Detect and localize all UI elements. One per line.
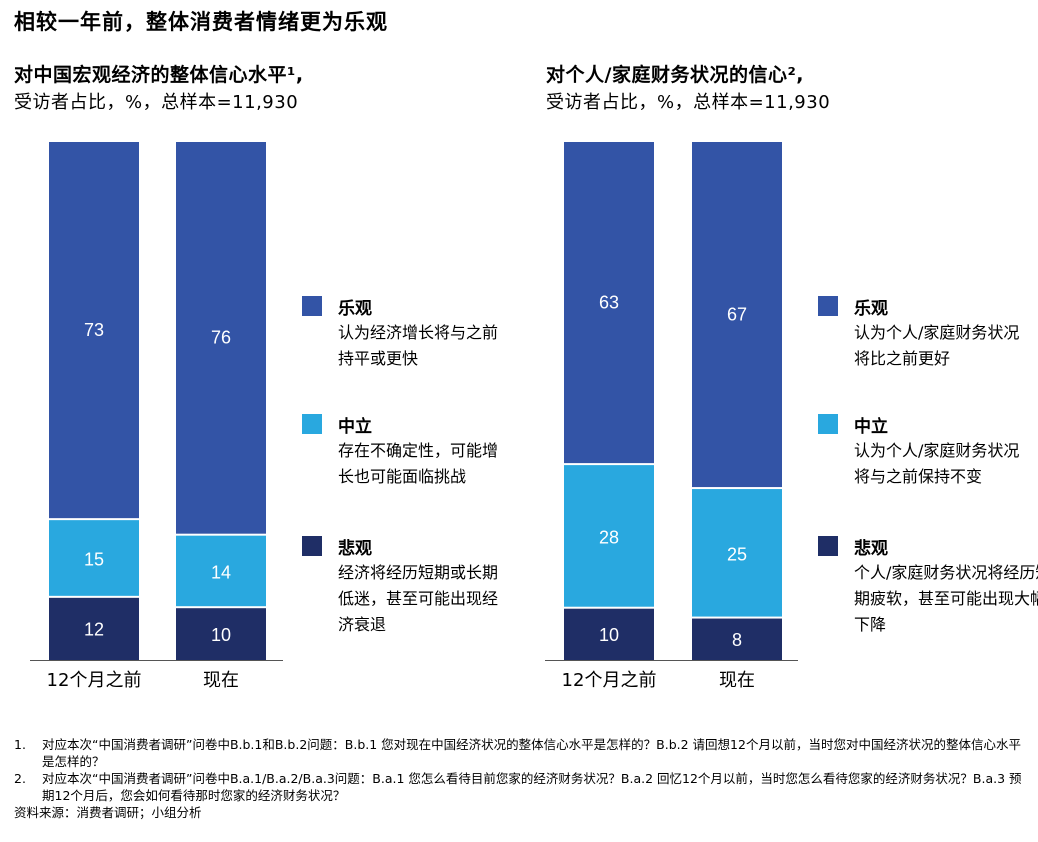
data-label-neutral: 14	[211, 563, 231, 583]
footnote-2: 2. 对应本次“中国消费者调研”问卷中B.a.1/B.a.2/B.a.3问题：B…	[14, 770, 1029, 804]
bar-segment-neutral	[176, 535, 266, 607]
legend-swatch-optimistic	[302, 296, 322, 316]
legend-swatch-neutral	[818, 414, 838, 434]
legend-desc-neutral: 认为个人/家庭财务状况将与之前保持不变	[854, 441, 1020, 486]
data-label-neutral: 15	[84, 550, 104, 570]
chart-1-title: 对中国宏观经济的整体信心水平¹,	[14, 64, 304, 86]
category-label: 12个月之前	[47, 670, 142, 691]
legend-desc-optimistic: 认为个人/家庭财务状况将比之前更好	[854, 323, 1020, 368]
legend-label-pessimistic: 悲观	[854, 539, 888, 559]
chart-2-title: 对个人/家庭财务状况的信心²,	[546, 64, 804, 86]
bar-segment-optimistic	[176, 142, 266, 534]
legend-desc-pessimistic: 个人/家庭财务状况将经历短期疲软，甚至可能出现大幅下降	[854, 563, 1038, 634]
stacked-bar-charts: 12 15 73 12个月之前 10 14 76 现在 10 28 63 12个月之前 8 25 67 现在	[30, 142, 798, 691]
legend-desc-neutral: 存在不确定性，可能增长也可能面临挑战	[338, 441, 499, 486]
legend-label-optimistic: 乐观	[854, 299, 888, 319]
footnotes: 1. 对应本次“中国消费者调研”问卷中B.b.1和B.b.2问题：B.b.1 您…	[14, 736, 1029, 821]
legend-desc-pessimistic: 经济将经历短期或长期低迷，甚至可能出现经济衰退	[338, 563, 499, 634]
category-label: 12个月之前	[562, 670, 657, 691]
footnote-1-number: 1.	[14, 737, 26, 752]
footnote-1: 1. 对应本次“中国消费者调研”问卷中B.b.1和B.b.2问题：B.b.1 您…	[14, 736, 1029, 770]
legend-label-pessimistic: 悲观	[338, 539, 372, 559]
bar-segment-neutral	[564, 465, 654, 607]
legend-swatch-optimistic	[818, 296, 838, 316]
data-label-optimistic: 67	[727, 304, 747, 324]
data-label-pessimistic: 10	[599, 625, 619, 645]
data-label-pessimistic: 12	[84, 620, 104, 640]
bar-segment-neutral	[49, 520, 139, 596]
data-label-optimistic: 76	[211, 328, 231, 348]
data-label-optimistic: 63	[599, 292, 619, 312]
category-label: 现在	[203, 670, 239, 691]
legend-swatch-neutral	[302, 414, 322, 434]
source-note: 资料来源：消费者调研；小组分析	[14, 805, 202, 820]
bar-segment-pessimistic	[564, 608, 654, 660]
bar-segment-optimistic	[49, 142, 139, 519]
data-label-neutral: 28	[599, 528, 619, 548]
bar-segment-neutral	[692, 489, 782, 617]
category-label: 现在	[719, 670, 755, 691]
data-label-pessimistic: 10	[211, 625, 231, 645]
bar-segment-optimistic	[564, 142, 654, 464]
legend-label-optimistic: 乐观	[338, 299, 372, 319]
bar-segment-optimistic	[692, 142, 782, 488]
legend-label-neutral: 中立	[854, 417, 888, 437]
chart-1-subtitle: 受访者占比，%，总样本=11,930	[14, 92, 299, 113]
data-label-neutral: 25	[727, 545, 747, 565]
legend-swatch-pessimistic	[818, 536, 838, 556]
page-title: 相较一年前，整体消费者情绪更为乐观	[14, 10, 388, 34]
footnote-1-text: 对应本次“中国消费者调研”问卷中B.b.1和B.b.2问题：B.b.1 您对现在…	[42, 737, 1021, 769]
bar-segment-pessimistic	[49, 597, 139, 660]
data-label-optimistic: 73	[84, 320, 104, 340]
legend-swatch-pessimistic	[302, 536, 322, 556]
footnote-2-number: 2.	[14, 771, 26, 786]
chart-2-subtitle: 受访者占比，%，总样本=11,930	[546, 92, 831, 113]
data-label-pessimistic: 8	[732, 630, 742, 650]
legend-desc-optimistic: 认为经济增长将与之前持平或更快	[338, 323, 499, 368]
legend-label-neutral: 中立	[338, 417, 372, 437]
bar-segment-pessimistic	[176, 608, 266, 660]
bar-segment-pessimistic	[692, 618, 782, 660]
footnote-2-text: 对应本次“中国消费者调研”问卷中B.a.1/B.a.2/B.a.3问题：B.a.…	[42, 771, 1022, 803]
